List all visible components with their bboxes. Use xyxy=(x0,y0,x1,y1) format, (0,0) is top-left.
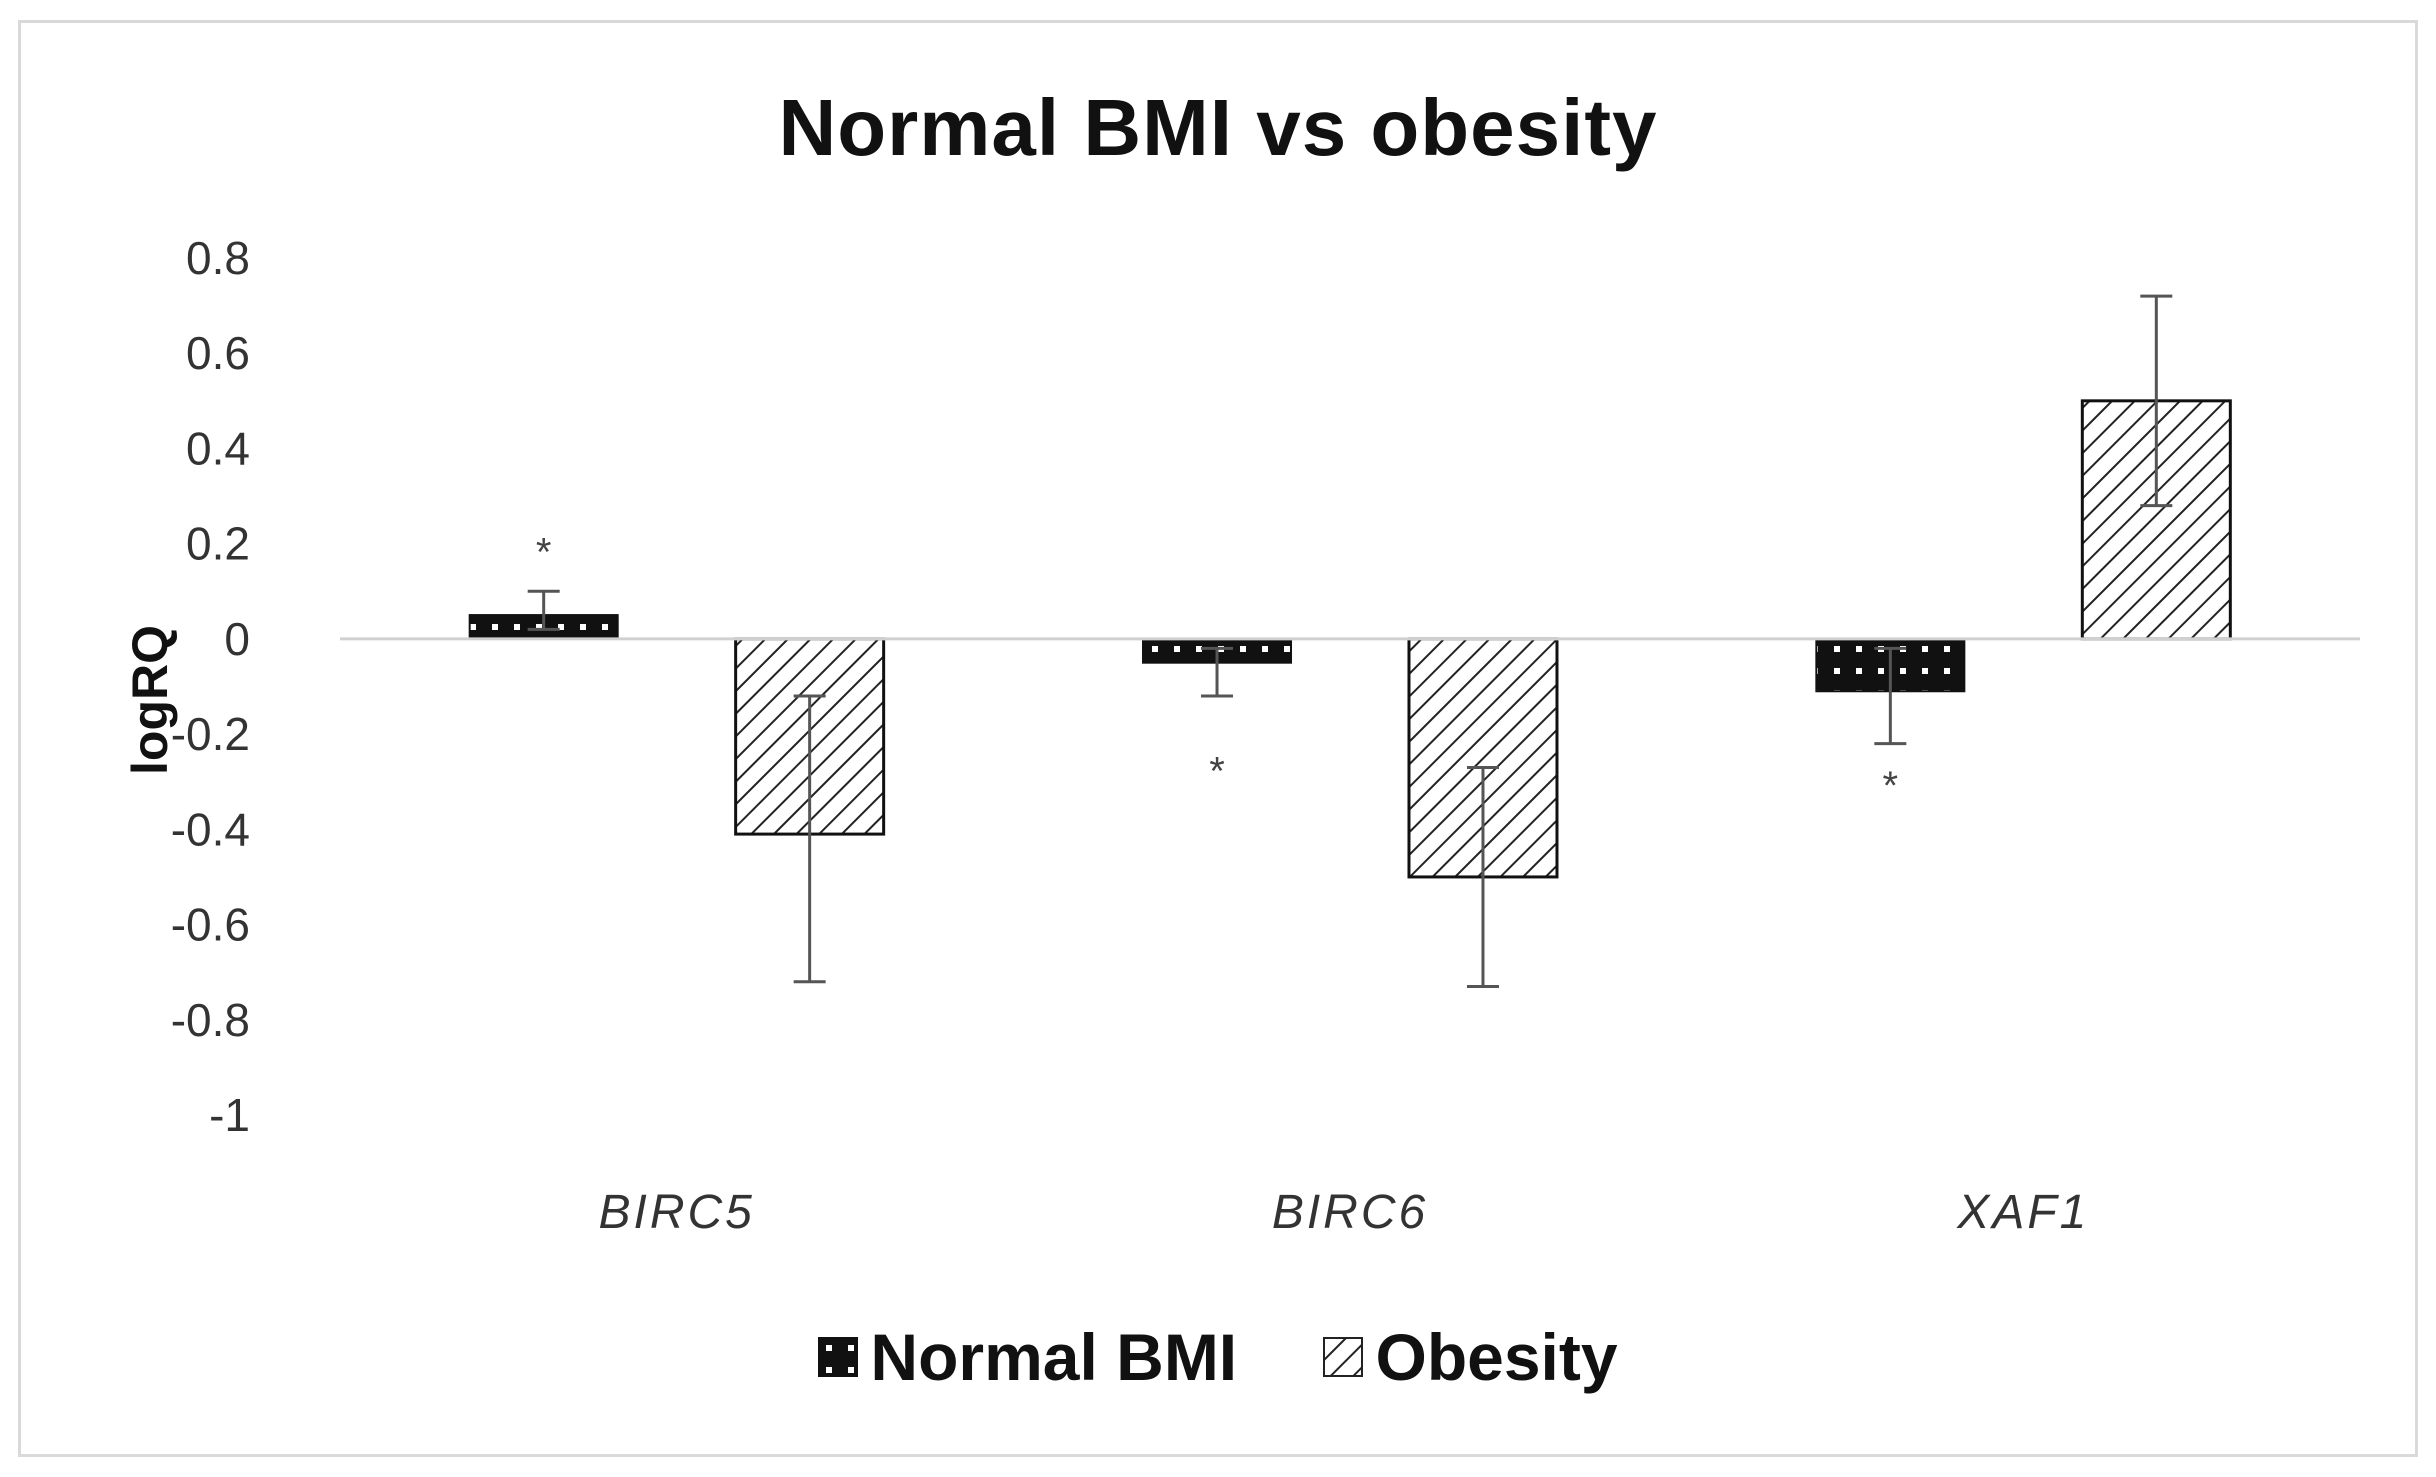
y-tick-label: 0.8 xyxy=(186,232,250,284)
y-tick-label: -0.8 xyxy=(171,994,250,1046)
x-tick-label-birc5: BIRC5 xyxy=(598,1186,754,1239)
legend: Normal BMI Obesity xyxy=(0,1316,2436,1395)
legend-swatch-dotted xyxy=(818,1337,859,1377)
x-tick-label-xaf1: XAF1 xyxy=(1956,1186,2089,1239)
x-tick-label-birc6: BIRC6 xyxy=(1272,1186,1428,1239)
y-tick-label: 0 xyxy=(224,613,250,665)
significance-marker-birc6: * xyxy=(1209,750,1225,794)
legend-item-obesity[interactable]: Obesity xyxy=(1323,1319,1618,1395)
y-tick-label: 0.6 xyxy=(186,327,250,379)
y-tick-label: -0.4 xyxy=(171,803,250,855)
significance-marker-xaf1: * xyxy=(1883,764,1899,808)
legend-swatch-hatch xyxy=(1323,1337,1364,1377)
y-tick-label: -1 xyxy=(209,1089,250,1141)
y-tick-label: 0.2 xyxy=(186,518,250,570)
chart-title: Normal BMI vs obesity xyxy=(778,83,1658,172)
y-tick-label: 0.4 xyxy=(186,422,250,474)
legend-item-normal-bmi[interactable]: Normal BMI xyxy=(818,1319,1237,1395)
y-tick-label: -0.2 xyxy=(171,708,250,760)
legend-label-normal-bmi: Normal BMI xyxy=(870,1320,1238,1394)
significance-marker-birc5: * xyxy=(536,531,552,575)
chart-frame xyxy=(18,20,2418,1457)
legend-label-obesity: Obesity xyxy=(1375,1320,1618,1394)
y-tick-label: -0.6 xyxy=(171,899,250,951)
